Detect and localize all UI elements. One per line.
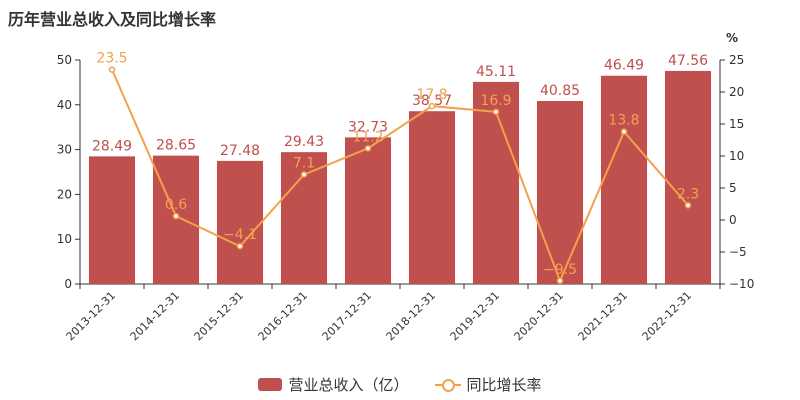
x-axis-tick-label: 2014-12-31 [128,289,182,343]
bar-data-label: 27.48 [220,143,260,159]
bar-data-label: 32.73 [348,119,388,135]
bar[interactable] [408,111,456,285]
line-data-label: 7.1 [293,156,315,172]
bar-data-label: 28.65 [156,138,196,154]
line-point[interactable] [108,66,116,73]
line-point[interactable] [236,242,244,250]
line-data-label: 11.2 [352,129,383,145]
x-axis-tick-label: 2018-12-31 [384,289,438,343]
legend: 营业总收入（亿） 同比增长率 [0,374,800,395]
right-axis-tick-label: −5 [729,245,747,259]
bar[interactable] [664,70,712,284]
line-point[interactable] [172,212,180,220]
x-axis-tick-label: 2021-12-31 [576,289,630,343]
line-data-label: 2.3 [677,186,699,202]
x-axis-tick-label: 2020-12-31 [512,289,566,343]
line-point[interactable] [300,171,308,178]
x-axis-tick-label: 2019-12-31 [448,289,502,343]
growth-rate-line [111,69,689,284]
right-axis-unit: % [726,31,738,45]
legend-label-revenue: 营业总收入（亿） [288,376,409,394]
legend-label-growth: 同比增长率 [466,376,542,394]
x-axis-tick-label: 2013-12-31 [64,289,118,343]
right-axis-tick-label: 25 [729,53,744,67]
x-axis-tick-label: 2015-12-31 [192,289,246,343]
legend-item-revenue[interactable]: 营业总收入（亿） [258,374,409,395]
x-axis-tick-label: 2022-12-31 [640,289,694,343]
x-axis-tick-label: 2016-12-31 [256,289,310,343]
bar-data-label: 28.49 [92,138,132,154]
line-point[interactable] [364,145,372,152]
bar[interactable] [88,156,136,284]
bar[interactable] [344,137,392,284]
bar[interactable] [216,160,264,284]
line-point[interactable] [556,277,564,285]
bar-data-label: 45.11 [476,64,516,80]
bar[interactable] [472,81,520,285]
line-data-label: −4.1 [223,227,257,243]
bar[interactable] [536,100,584,284]
right-axis-tick-label: 10 [729,149,744,163]
bar[interactable] [600,75,648,285]
x-axis-tick-label: 2017-12-31 [320,289,374,343]
legend-swatch-bar [258,378,283,391]
left-axis-tick-label: 20 [57,187,72,201]
right-axis-tick-label: 5 [729,181,737,195]
line-point[interactable] [684,202,692,209]
bar-data-label: 46.49 [604,58,644,74]
right-axis-tick-label: −10 [729,277,754,291]
left-axis-tick-label: 30 [57,143,72,157]
line-point[interactable] [428,102,436,110]
line-point[interactable] [492,108,500,116]
bar-data-label: 40.85 [540,83,580,99]
right-axis-tick-label: 0 [729,213,737,227]
right-axis-tick-label: 15 [729,117,744,131]
line-data-label: 17.8 [416,87,447,103]
left-axis-tick-label: 50 [57,53,72,67]
bar-data-label: 38.57 [412,93,452,109]
bar-data-label: 47.56 [668,53,708,69]
left-axis-tick-label: 40 [57,98,72,112]
line-point[interactable] [620,128,628,135]
line-data-label: −9.5 [543,262,577,278]
legend-swatch-line [434,378,461,392]
line-data-label: 23.5 [96,51,127,67]
left-axis-tick-label: 0 [64,277,72,291]
chart-title: 历年营业总收入及同比增长率 [8,10,217,29]
line-data-label: 16.9 [480,93,511,109]
bar[interactable] [152,155,200,284]
bar-data-label: 29.43 [284,134,324,150]
right-axis-tick-label: 20 [729,85,744,99]
legend-item-growth[interactable]: 同比增长率 [434,374,542,395]
left-axis-tick-label: 10 [57,232,72,246]
line-data-label: 0.6 [165,197,187,213]
line-data-label: 13.8 [608,113,639,129]
